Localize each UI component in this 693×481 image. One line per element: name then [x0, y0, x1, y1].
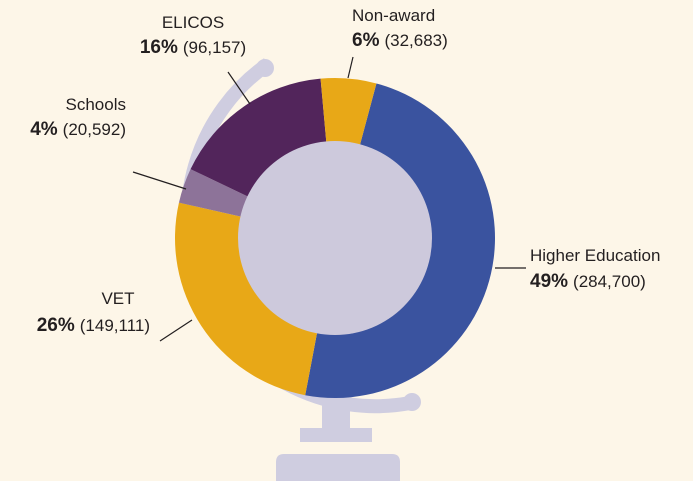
category-label: Schools: [66, 95, 126, 114]
count-label: (20,592): [63, 120, 126, 139]
stand-base: [276, 454, 400, 481]
count-label: (96,157): [183, 38, 246, 57]
value-label: 4% (20,592): [30, 119, 126, 140]
stand-stem: [322, 398, 350, 433]
leader-line: [133, 172, 186, 189]
share-label: 49%: [530, 271, 568, 292]
donut-hole: [238, 141, 432, 335]
leader-line: [160, 320, 192, 341]
count-label: (149,111): [80, 316, 150, 335]
share-label: 26%: [37, 315, 75, 336]
count-label: (32,683): [384, 31, 447, 50]
value-label: 49% (284,700): [530, 271, 646, 292]
category-label: VET: [101, 289, 134, 308]
chart: Higher Education 49% (284,700) VET 26% (149,1…: [0, 0, 693, 481]
category-label: Higher Education: [530, 246, 660, 265]
share-label: 4%: [30, 119, 58, 140]
category-label: Non-award: [352, 6, 435, 25]
meridian-cap: [256, 59, 274, 77]
page: {"chart_data": {"type": "donut", "catego…: [0, 0, 693, 481]
share-label: 6%: [352, 30, 380, 51]
stand-neck: [300, 428, 372, 442]
value-label: 6%(32,683): [352, 30, 448, 51]
value-label: 16% (96,157): [140, 37, 246, 58]
count-label: (284,700): [573, 272, 646, 291]
value-label: 26% (149,111): [37, 315, 150, 336]
share-label: 16%: [140, 37, 178, 58]
meridian-cap: [403, 393, 421, 411]
category-label: ELICOS: [162, 13, 224, 32]
leader-line: [348, 57, 353, 78]
